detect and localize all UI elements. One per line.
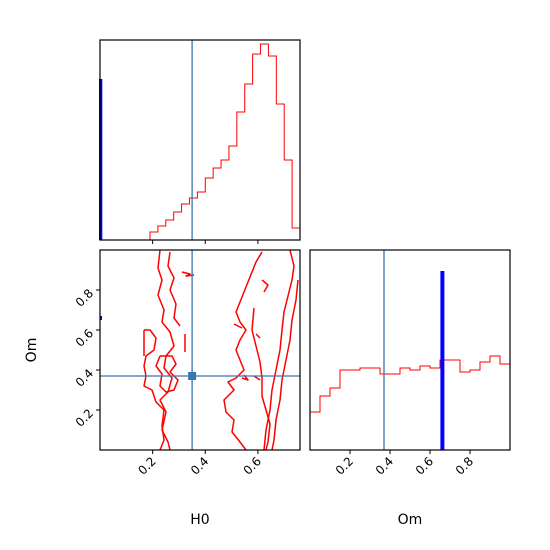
contour-line	[241, 374, 249, 381]
posterior-histogram-line	[149, 43, 301, 240]
om-x-tick-label: 0.2	[333, 454, 356, 477]
contour-content	[100, 250, 299, 450]
panel-h0-om-contour: 0.2 0.4 0.6 0.2 0.4 0.6 0.8 H0 Om	[24, 249, 301, 528]
om-x-tick-label: 0.8	[453, 454, 476, 477]
prior-histogram-line	[440, 271, 445, 450]
contour-line	[255, 333, 261, 339]
panel-om-histogram: 0.2 0.4 0.6 0.8 Om	[309, 249, 511, 528]
h0-histogram-ticks	[152, 240, 259, 244]
om-x-tick-label: 0.4	[373, 454, 396, 477]
om-histogram-frame	[309, 249, 511, 451]
contour-line	[181, 271, 195, 277]
contour-line	[143, 329, 165, 450]
x-axis-label-om: Om	[398, 512, 423, 528]
contour-line	[251, 307, 271, 450]
contour-line	[253, 375, 261, 381]
contour-line	[167, 251, 181, 327]
contour-frame	[99, 249, 301, 451]
h0-histogram-frame	[99, 39, 301, 241]
om-y-tick-label: 0.4	[73, 366, 96, 389]
om-y-tick-label: 0.2	[73, 406, 96, 429]
posterior-histogram-line	[309, 355, 511, 450]
om-x-tick-label: 0.6	[413, 454, 436, 477]
om-y-tick-label: 0.6	[73, 326, 96, 349]
contour-line	[233, 323, 243, 329]
h0-x-tick-label: 0.4	[188, 454, 211, 477]
contour-line	[223, 251, 263, 450]
contour-lines	[143, 250, 299, 450]
om-histogram-content	[309, 250, 511, 450]
y-axis-label-om: Om	[24, 338, 40, 363]
om-y-tick-label: 0.8	[73, 286, 96, 309]
contour-line	[261, 279, 269, 293]
om-histogram-ticks: 0.2 0.4 0.6 0.8	[333, 450, 476, 478]
h0-x-tick-label: 0.2	[135, 454, 158, 477]
contour-line	[271, 279, 299, 450]
truth-point-marker	[188, 372, 197, 380]
prior-point-marker	[100, 316, 102, 320]
h0-histogram-content	[99, 40, 301, 240]
truth-lines	[100, 250, 300, 450]
h0-x-tick-label: 0.6	[241, 454, 264, 477]
panel-h0-histogram	[99, 39, 301, 244]
x-axis-label-h0: H0	[190, 512, 209, 528]
contour-ticks: 0.2 0.4 0.6 0.2 0.4 0.6 0.8	[73, 286, 264, 477]
contour-line	[157, 250, 175, 450]
contour-line	[155, 355, 179, 393]
contour-line	[263, 250, 295, 450]
